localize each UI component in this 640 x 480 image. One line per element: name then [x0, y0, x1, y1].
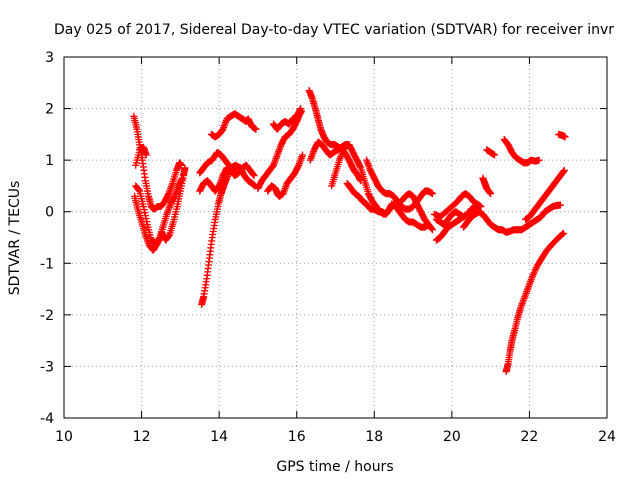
data-point [560, 229, 568, 237]
data-point [250, 172, 258, 180]
data-point [297, 105, 305, 113]
data-point [559, 230, 567, 238]
series-s26 [502, 229, 568, 376]
series-s9 [254, 107, 305, 193]
x-tick-label: 16 [288, 429, 306, 445]
x-tick-label: 10 [55, 429, 73, 445]
data-point [252, 125, 260, 133]
data-point [561, 133, 569, 141]
series-s14 [328, 141, 351, 190]
series-s8 [207, 110, 260, 141]
series-s20 [430, 190, 485, 221]
series-s23 [479, 174, 495, 198]
data-point [428, 190, 436, 198]
y-axis-ticks: -4 -3 -2 -1 0 1 2 3 [40, 50, 607, 427]
plot-border [63, 56, 608, 419]
data-point [535, 156, 543, 164]
y-tick-label: 2 [45, 102, 54, 118]
x-tick-label: 18 [365, 429, 383, 445]
series-s3 [132, 174, 186, 247]
series-s27 [522, 166, 568, 223]
series-s25 [500, 136, 543, 167]
data-point [487, 190, 495, 198]
y-axis-label: SDTVAR / TECUs [7, 181, 23, 296]
data-point [177, 161, 185, 169]
series-s4 [132, 143, 150, 169]
x-axis-ticks: 10 12 14 16 18 20 22 24 [55, 57, 616, 445]
data-point [560, 166, 568, 174]
y-tick-label: -1 [40, 256, 54, 272]
series-s1 [130, 112, 185, 213]
y-tick-label: -3 [40, 359, 54, 375]
data-point [556, 201, 564, 209]
data-point [558, 231, 566, 239]
x-tick-label: 22 [521, 429, 539, 445]
x-tick-label: 12 [133, 429, 151, 445]
data-point [299, 151, 307, 159]
x-tick-label: 14 [210, 429, 228, 445]
y-tick-label: 0 [45, 205, 54, 221]
series-s21 [459, 208, 483, 231]
x-axis-label: GPS time / hours [276, 459, 393, 475]
series-s2 [131, 164, 189, 254]
series-s10 [264, 151, 307, 200]
series-s22 [479, 201, 564, 236]
plot-frame [63, 56, 608, 419]
data-point [343, 141, 351, 149]
y-tick-label: -4 [40, 411, 54, 427]
chart-title: Day 025 of 2017, Sidereal Day-to-day VTE… [54, 22, 614, 38]
series-s28 [555, 130, 569, 141]
data-point [181, 164, 189, 172]
data-point [491, 151, 499, 159]
data-point [142, 151, 150, 159]
series-s24 [483, 146, 499, 159]
y-tick-label: -2 [40, 308, 54, 324]
series-s11 [269, 105, 305, 133]
series-s12 [305, 87, 365, 185]
data-point [475, 208, 483, 216]
data-point [477, 203, 485, 211]
y-tick-label: 1 [45, 153, 54, 169]
series-s7 [196, 161, 258, 195]
data-point [178, 174, 186, 182]
data-point [428, 226, 436, 234]
series-s17 [397, 190, 436, 234]
x-tick-label: 24 [598, 429, 616, 445]
data-points [130, 87, 569, 376]
y-tick-label: 3 [45, 50, 54, 66]
x-tick-label: 20 [443, 429, 461, 445]
